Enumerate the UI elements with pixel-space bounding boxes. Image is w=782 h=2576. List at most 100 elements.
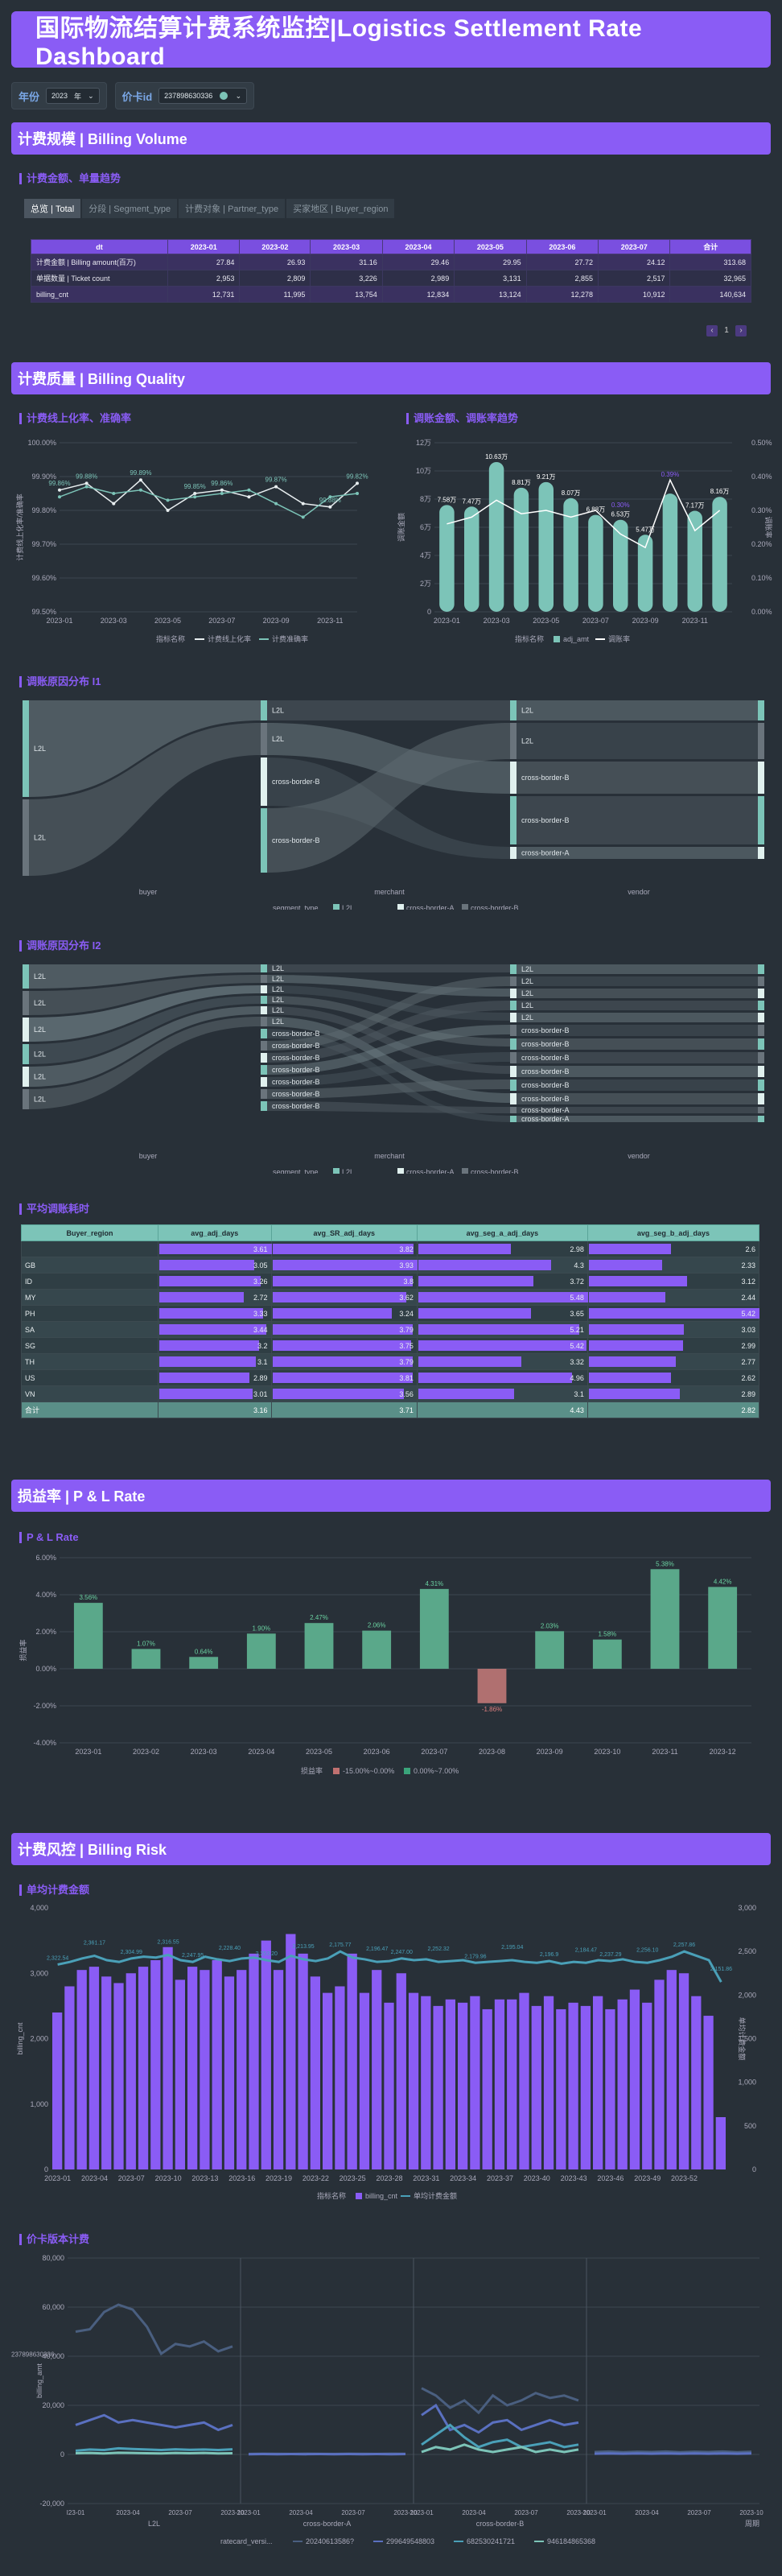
sankey-flow (517, 1052, 758, 1063)
column-header[interactable]: Buyer_region (21, 1224, 158, 1241)
table-cell: 2.44 (586, 1289, 760, 1306)
column-header[interactable]: avg_adj_days (158, 1224, 272, 1241)
tab-region[interactable]: 买家地区 | Buyer_region (286, 199, 395, 218)
table-cell: 13,754 (310, 286, 383, 303)
column-header[interactable]: dt (31, 239, 168, 254)
ratecard-chart: 80,000 60,000 40,000 20,000 0 -20,000 billing_… (11, 2254, 763, 2545)
column-header[interactable]: 2023-07 (598, 239, 671, 254)
sankey-flow (267, 1017, 510, 1103)
table-cell: 12,731 (167, 286, 241, 303)
merchant-label: cross-border-B (272, 1090, 320, 1098)
card-select[interactable]: 237898630336 ⌄ (158, 88, 248, 104)
vendor-node (510, 1107, 517, 1113)
vendor-label: L2L (521, 707, 533, 715)
sankey-flow (517, 847, 758, 859)
y-tick-label: 2.00% (35, 1628, 56, 1636)
vendor-label: L2L (521, 1013, 533, 1022)
sankey-flow (29, 996, 261, 1064)
x-tick-label: 2023-07 (582, 617, 609, 625)
legend-label: 946184865368 (547, 2537, 595, 2545)
column-header[interactable]: 2023-03 (310, 239, 383, 254)
data-bar (159, 1244, 272, 1254)
table-cell: 3.56 (270, 1385, 418, 1402)
table-cell: 140,634 (669, 286, 751, 303)
column-header[interactable]: avg_SR_adj_days (270, 1224, 418, 1241)
table-cell: 3.24 (270, 1305, 418, 1322)
data-label: 99.89% (130, 469, 151, 477)
table-cell: TH (21, 1353, 158, 1370)
column-header[interactable]: 2023-02 (239, 239, 311, 254)
column-header[interactable]: 合计 (669, 239, 751, 254)
page-title: 国际物流结算计费系统监控|Logistics Settlement Rate D… (35, 15, 643, 70)
y-tick-label: 40,000 (42, 2352, 64, 2360)
buyer-node (23, 1018, 29, 1042)
year-select[interactable]: 2023 年 ⌄ (46, 88, 100, 104)
column-header[interactable]: 2023-01 (167, 239, 241, 254)
bar (703, 2016, 714, 2169)
vendor-node (510, 976, 517, 986)
y-tick-label: 4,000 (30, 1904, 48, 1912)
bar (458, 2002, 468, 2169)
subtitle-sankey1: 调账原因分布 I1 (19, 676, 101, 687)
legend-label: -15.00%~0.00% (343, 1767, 394, 1775)
table-cell: 2.72 (158, 1289, 272, 1306)
x-tick-label: 2023-19 (265, 2174, 292, 2182)
vendor-node (510, 1066, 517, 1077)
next-page-button[interactable]: › (735, 325, 747, 336)
x-tick-label: 2023-13 (191, 2174, 218, 2182)
column-header[interactable]: 2023-06 (525, 239, 599, 254)
table-row: SG 3.2 3.75 5.42 2.99 (21, 1337, 760, 1354)
buyer-node (23, 964, 29, 989)
bar (662, 493, 678, 612)
table-cell: 3.26 (158, 1273, 272, 1290)
bar (76, 1970, 87, 2169)
tab-partner[interactable]: 计费对象 | Partner_type (179, 199, 286, 218)
sankey-flow (267, 700, 510, 720)
bar (304, 1623, 334, 1669)
cell-value: 5.21 (570, 1325, 584, 1334)
column-header[interactable]: avg_seg_b_adj_days (586, 1224, 760, 1241)
data-point (112, 492, 116, 495)
sankey-flow (517, 1066, 758, 1077)
avg-line (57, 1950, 722, 1983)
bar (52, 2013, 63, 2169)
table-cell: 29.95 (454, 254, 527, 270)
cell-value: 2.62 (741, 1373, 755, 1382)
year-select-unit: 年 (74, 92, 82, 101)
table-cell: 3.82 (270, 1241, 418, 1257)
column-header[interactable]: avg_seg_a_adj_days (416, 1224, 588, 1241)
legend-label: cross-border-B (471, 904, 519, 910)
data-label: 2,184.47 (575, 1947, 597, 1953)
legend-label: L2L (342, 1168, 354, 1174)
legend-title: 指标名称 (156, 634, 185, 643)
data-bar (418, 1308, 532, 1319)
buyer-node (23, 1067, 29, 1087)
table-row: 3.61 3.82 2.98 2.6 (21, 1241, 760, 1257)
legend-swatch (404, 1768, 410, 1774)
x-tick-label: 2023-31 (413, 2174, 439, 2182)
tab-total[interactable]: 总览 | Total (24, 199, 81, 218)
prev-page-button[interactable]: ‹ (706, 325, 718, 336)
y2-tick-label: 2,500 (738, 1947, 756, 1955)
x-tick-label: 2023-04 (635, 2509, 659, 2516)
sankey-flow (517, 700, 758, 720)
merchant-node (261, 1017, 267, 1026)
sankey-flow (517, 1038, 758, 1050)
column-header[interactable]: 2023-04 (381, 239, 455, 254)
data-label: 2,213.95 (292, 1944, 314, 1950)
x-tick-label: 2023-07 (687, 2509, 711, 2516)
bar (445, 1999, 455, 2169)
data-label: 4.42% (714, 1578, 732, 1585)
legend-swatch (397, 1168, 404, 1174)
clear-icon[interactable] (220, 92, 228, 100)
column-header[interactable]: 2023-05 (454, 239, 527, 254)
table-cell: 4.3 (416, 1257, 588, 1274)
tab-segment[interactable]: 分段 | Segment_type (82, 199, 178, 218)
data-label: 99.82% (346, 473, 368, 480)
data-point (356, 481, 359, 485)
bar (592, 1639, 622, 1669)
data-label: 1.90% (252, 1624, 270, 1632)
cell-value: 5.48 (570, 1293, 584, 1302)
y-axis-label: billing_amt (35, 2363, 43, 2398)
